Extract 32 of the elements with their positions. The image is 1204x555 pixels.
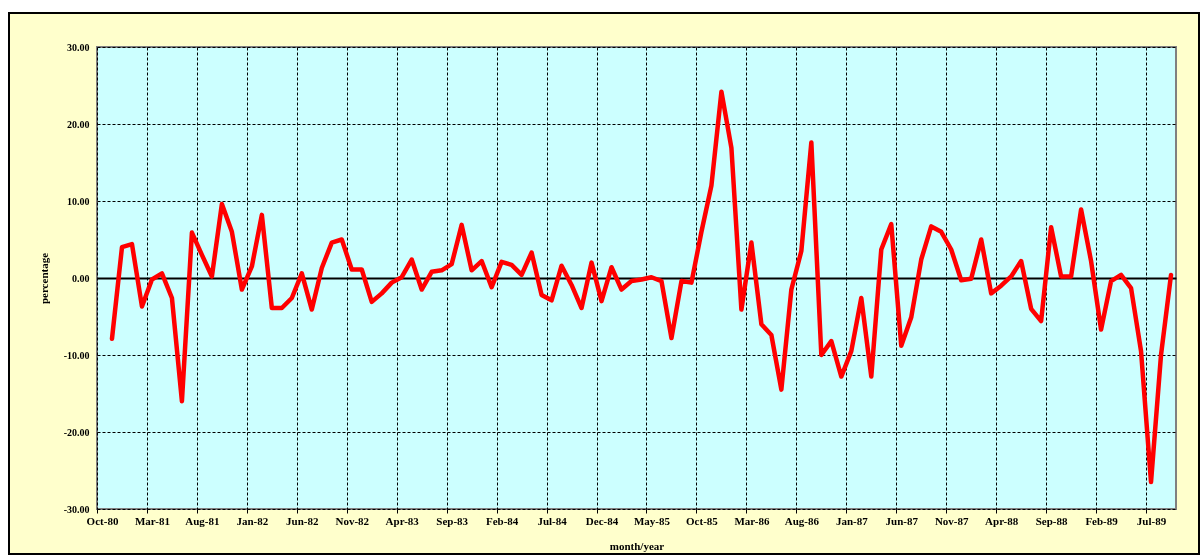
y-tick-label: 30.00	[67, 41, 90, 53]
x-tick-label: Dec-84	[585, 514, 619, 527]
x-tick-label: Jul-84	[537, 514, 568, 527]
x-tick-label: Aug-86	[784, 514, 820, 527]
x-tick-label: Mar-81	[134, 514, 170, 527]
y-tick-label: -10.00	[63, 349, 90, 361]
x-tick-label: Jan-87	[835, 514, 869, 527]
x-tick-label: Jul-89	[1136, 514, 1167, 527]
x-axis-title: month/year	[609, 539, 665, 552]
x-tick-label: Sep-83	[436, 514, 469, 527]
x-tick-label: Feb-89	[1085, 514, 1119, 527]
x-tick-label: Nov-87	[934, 514, 970, 527]
x-tick-label: May-85	[633, 514, 671, 527]
x-tick-label: Feb-84	[485, 514, 519, 527]
x-tick-label: Jun-82	[286, 514, 320, 527]
x-tick-label: Mar-86	[734, 514, 770, 527]
x-tick-label: Nov-82	[335, 514, 370, 527]
x-tick-label: Apr-83	[385, 514, 420, 527]
x-tick-label: Oct-80	[86, 514, 119, 527]
x-tick-label: Aug-81	[185, 514, 220, 527]
x-tick-label: Sep-88	[1035, 514, 1069, 527]
line-series	[109, 89, 1174, 485]
y-axis-title: percentage	[37, 252, 50, 305]
x-tick-label: Jun-87	[885, 514, 919, 527]
x-tick-label: Apr-88	[985, 514, 1019, 527]
y-tick-label: 20.00	[67, 118, 90, 130]
x-tick-label: Jan-82	[236, 514, 269, 527]
y-tick-label: -20.00	[63, 426, 90, 438]
x-tick-label: Oct-85	[686, 514, 719, 527]
y-tick-label: 10.00	[67, 195, 90, 207]
y-tick-label: -30.00	[63, 503, 90, 515]
y-tick-label: 0.00	[72, 272, 90, 284]
